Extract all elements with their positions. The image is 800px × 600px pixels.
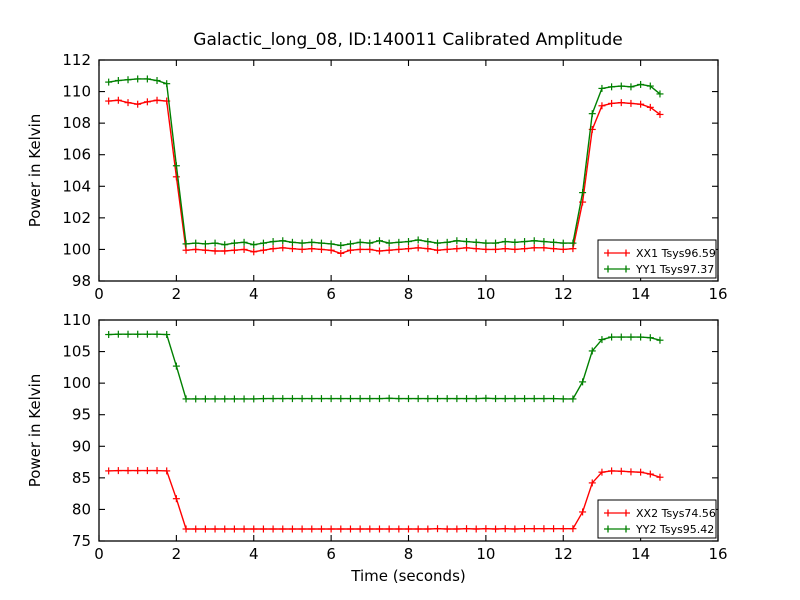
- x-tick-label: 6: [326, 545, 336, 563]
- y-tick-label: 110: [62, 311, 91, 329]
- x-tick-label: 14: [631, 545, 650, 563]
- x-tick-label: 16: [708, 545, 727, 563]
- series-group: [105, 330, 664, 533]
- series-line-0: [108, 99, 661, 255]
- x-tick-label: 4: [249, 545, 259, 563]
- x-tick-label: 0: [94, 545, 104, 563]
- y-tick-label: 104: [62, 177, 91, 195]
- y-tick-label: 100: [62, 374, 91, 392]
- legend-box: [597, 499, 717, 539]
- x-tick-label: 0: [94, 285, 104, 303]
- y-tick-label: 110: [62, 83, 91, 101]
- x-tick-label: 10: [476, 545, 495, 563]
- x-tick-label: 12: [554, 545, 573, 563]
- x-tick-label: 8: [404, 545, 414, 563]
- legend-label: YY1 Tsys97.37: [635, 263, 714, 276]
- y-tick-label: 85: [72, 469, 91, 487]
- series-line-1: [108, 78, 661, 247]
- y-tick-label: 98: [72, 272, 91, 290]
- y-tick-label: 95: [72, 406, 91, 424]
- x-tick-label: 2: [172, 285, 182, 303]
- x-tick-label: 14: [631, 285, 650, 303]
- y-tick-label: 112: [62, 51, 91, 69]
- y-tick-label: 100: [62, 240, 91, 258]
- axes-bottom: 0 2 4 6 8 10 12 14 16 75 80 85 90 95 100 105 110 Power in…: [26, 311, 728, 585]
- x-tick-label: 16: [708, 285, 727, 303]
- y-tick-label: 90: [72, 437, 91, 455]
- legend-top: XX1 Tsys96.59 YY1 Tsys97.37: [597, 239, 717, 279]
- figure-title: Galactic_long_08, ID:140011 Calibrated A…: [193, 30, 622, 50]
- y-axis-label: Power in Kelvin: [26, 374, 44, 488]
- x-tick-label: 6: [326, 285, 336, 303]
- x-tick-label: 4: [249, 285, 259, 303]
- x-tick-label: 8: [404, 285, 414, 303]
- y-tick-label: 105: [62, 343, 91, 361]
- y-tick-label: 102: [62, 209, 91, 227]
- series-line-1: [108, 333, 661, 400]
- y-tick-label: 75: [72, 532, 91, 550]
- y-tick-label: 106: [62, 146, 91, 164]
- legend-label: YY2 Tsys95.42: [635, 523, 714, 536]
- series-line-0: [108, 469, 661, 530]
- axes-top: 0 2 4 6 8 10 12 14 16 98 100 102 104 106 108 110 112 Powe…: [26, 51, 728, 303]
- y-tick-label: 80: [72, 500, 91, 518]
- x-tick-label: 12: [554, 285, 573, 303]
- legend-bottom: XX2 Tsys74.56 YY2 Tsys95.42: [597, 499, 717, 539]
- x-axis-label: Time (seconds): [350, 567, 466, 585]
- x-tick-label: 2: [172, 545, 182, 563]
- legend-label: XX2 Tsys74.56: [636, 507, 716, 520]
- series-group: [105, 75, 664, 257]
- y-tick-label: 108: [62, 114, 91, 132]
- legend-box: [597, 239, 717, 279]
- x-tick-label: 10: [476, 285, 495, 303]
- y-axis-label: Power in Kelvin: [26, 114, 44, 228]
- legend-label: XX1 Tsys96.59: [636, 247, 716, 260]
